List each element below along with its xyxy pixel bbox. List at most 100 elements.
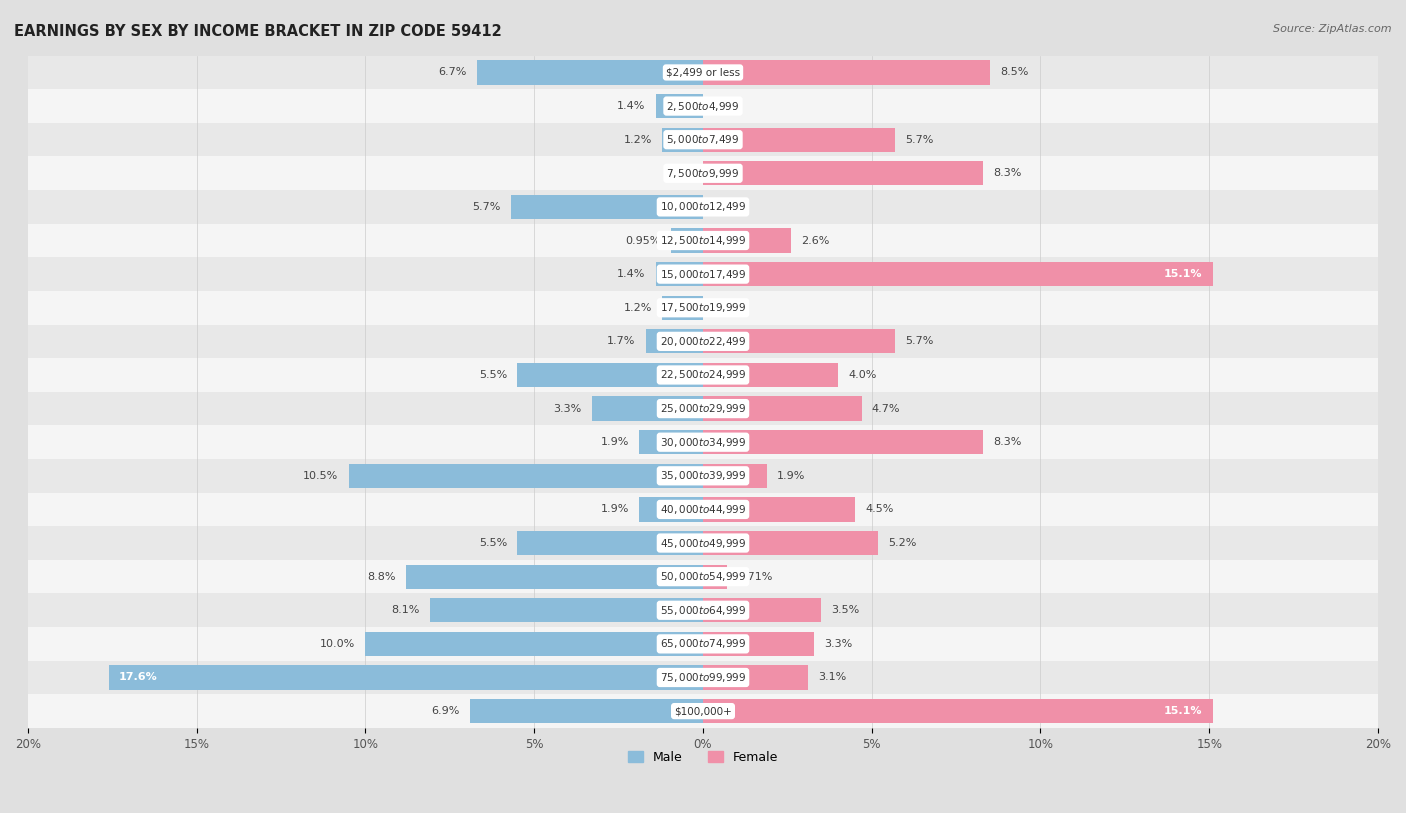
Bar — [703, 397, 862, 420]
Text: 1.2%: 1.2% — [624, 302, 652, 313]
Bar — [703, 598, 821, 623]
Text: 6.7%: 6.7% — [439, 67, 467, 77]
Bar — [349, 463, 703, 488]
Bar — [703, 531, 879, 555]
Text: $2,500 to $4,999: $2,500 to $4,999 — [666, 99, 740, 112]
Text: 10.0%: 10.0% — [321, 639, 356, 649]
Bar — [28, 359, 1378, 392]
Bar — [28, 324, 1378, 359]
Bar — [28, 459, 1378, 493]
Text: 1.4%: 1.4% — [617, 269, 645, 279]
Bar — [703, 699, 1212, 724]
Bar — [28, 291, 1378, 324]
Bar — [662, 128, 703, 152]
Text: 0.95%: 0.95% — [626, 236, 661, 246]
Text: 1.9%: 1.9% — [600, 504, 628, 515]
Bar — [28, 156, 1378, 190]
Bar — [703, 363, 838, 387]
Text: 1.7%: 1.7% — [607, 337, 636, 346]
Text: $2,499 or less: $2,499 or less — [666, 67, 740, 77]
Bar — [28, 493, 1378, 526]
Bar — [703, 498, 855, 521]
Text: 8.5%: 8.5% — [1000, 67, 1028, 77]
Bar — [703, 161, 983, 185]
Text: $100,000+: $100,000+ — [673, 706, 733, 716]
Bar — [517, 363, 703, 387]
Text: $75,000 to $99,999: $75,000 to $99,999 — [659, 671, 747, 684]
Bar — [703, 430, 983, 454]
Bar — [28, 224, 1378, 258]
Text: 1.9%: 1.9% — [600, 437, 628, 447]
Text: 5.5%: 5.5% — [479, 538, 508, 548]
Text: 10.5%: 10.5% — [304, 471, 339, 480]
Bar — [366, 632, 703, 656]
Bar — [470, 699, 703, 724]
Text: 3.1%: 3.1% — [818, 672, 846, 682]
Bar — [28, 560, 1378, 593]
Bar — [28, 123, 1378, 156]
Text: 1.4%: 1.4% — [617, 101, 645, 111]
Bar — [28, 593, 1378, 627]
Bar — [592, 397, 703, 420]
Bar — [703, 665, 807, 689]
Text: 5.2%: 5.2% — [889, 538, 917, 548]
Text: 0.0%: 0.0% — [713, 101, 741, 111]
Text: $50,000 to $54,999: $50,000 to $54,999 — [659, 570, 747, 583]
Text: 5.7%: 5.7% — [905, 337, 934, 346]
Text: 8.8%: 8.8% — [367, 572, 396, 581]
Text: $55,000 to $64,999: $55,000 to $64,999 — [659, 604, 747, 617]
Text: 5.7%: 5.7% — [905, 135, 934, 145]
Text: $30,000 to $34,999: $30,000 to $34,999 — [659, 436, 747, 449]
Bar — [28, 190, 1378, 224]
Text: $20,000 to $22,499: $20,000 to $22,499 — [659, 335, 747, 348]
Text: $5,000 to $7,499: $5,000 to $7,499 — [666, 133, 740, 146]
Text: 0.0%: 0.0% — [665, 168, 693, 178]
Bar — [110, 665, 703, 689]
Bar — [655, 94, 703, 118]
Text: 3.5%: 3.5% — [831, 605, 859, 615]
Text: $35,000 to $39,999: $35,000 to $39,999 — [659, 469, 747, 482]
Bar — [477, 60, 703, 85]
Text: 1.2%: 1.2% — [624, 135, 652, 145]
Bar — [703, 128, 896, 152]
Text: $17,500 to $19,999: $17,500 to $19,999 — [659, 302, 747, 315]
Bar — [645, 329, 703, 354]
Text: 3.3%: 3.3% — [553, 403, 582, 414]
Text: $40,000 to $44,999: $40,000 to $44,999 — [659, 503, 747, 516]
Text: 8.3%: 8.3% — [993, 437, 1022, 447]
Bar — [638, 430, 703, 454]
Text: $22,500 to $24,999: $22,500 to $24,999 — [659, 368, 747, 381]
Text: Source: ZipAtlas.com: Source: ZipAtlas.com — [1274, 24, 1392, 34]
Text: 4.0%: 4.0% — [848, 370, 876, 380]
Text: $12,500 to $14,999: $12,500 to $14,999 — [659, 234, 747, 247]
Text: EARNINGS BY SEX BY INCOME BRACKET IN ZIP CODE 59412: EARNINGS BY SEX BY INCOME BRACKET IN ZIP… — [14, 24, 502, 39]
Bar — [638, 498, 703, 521]
Bar — [28, 89, 1378, 123]
Bar — [703, 60, 990, 85]
Text: 0.0%: 0.0% — [713, 302, 741, 313]
Text: 1.9%: 1.9% — [778, 471, 806, 480]
Bar — [703, 564, 727, 589]
Bar — [703, 228, 790, 253]
Text: 4.7%: 4.7% — [872, 403, 900, 414]
Bar — [28, 425, 1378, 459]
Bar — [28, 661, 1378, 694]
Text: 5.5%: 5.5% — [479, 370, 508, 380]
Bar — [662, 296, 703, 320]
Bar — [430, 598, 703, 623]
Bar — [671, 228, 703, 253]
Bar — [703, 632, 814, 656]
Bar — [655, 262, 703, 286]
Text: 5.7%: 5.7% — [472, 202, 501, 212]
Text: 3.3%: 3.3% — [824, 639, 853, 649]
Text: $25,000 to $29,999: $25,000 to $29,999 — [659, 402, 747, 415]
Text: 4.5%: 4.5% — [865, 504, 893, 515]
Text: $15,000 to $17,499: $15,000 to $17,499 — [659, 267, 747, 280]
Text: $7,500 to $9,999: $7,500 to $9,999 — [666, 167, 740, 180]
Bar — [28, 526, 1378, 560]
Text: $45,000 to $49,999: $45,000 to $49,999 — [659, 537, 747, 550]
Bar — [28, 55, 1378, 89]
Text: 2.6%: 2.6% — [801, 236, 830, 246]
Bar — [703, 262, 1212, 286]
Bar — [510, 195, 703, 219]
